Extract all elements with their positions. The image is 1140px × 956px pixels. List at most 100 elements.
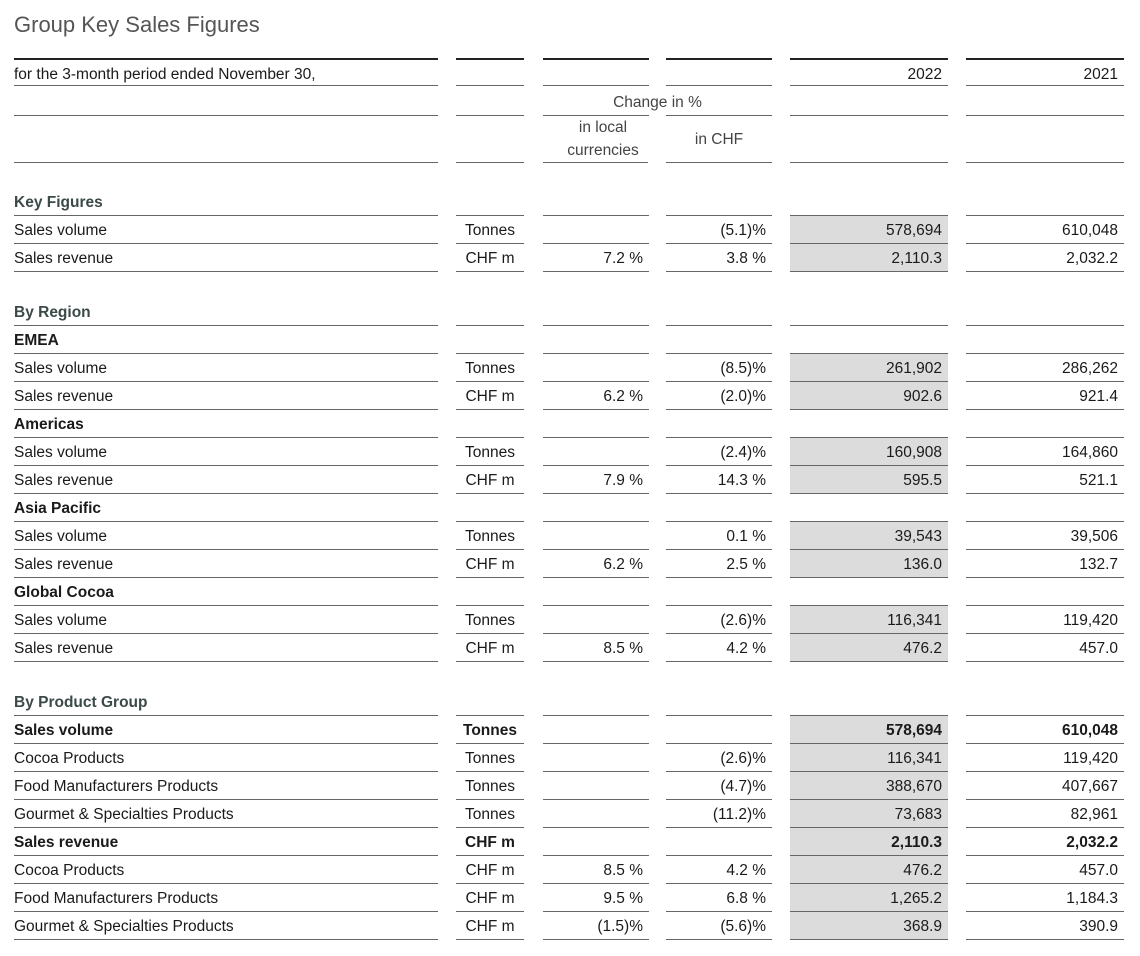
change-header: Change in % — [613, 94, 702, 111]
rule — [543, 115, 649, 116]
cell-local — [543, 438, 649, 466]
cell-chf — [666, 326, 772, 354]
rule — [666, 115, 772, 116]
header-cell — [966, 116, 1124, 163]
title: Group Key Sales Figures — [14, 12, 260, 37]
section-rule — [966, 688, 1124, 716]
cell-chf: 4.2 % — [666, 856, 772, 884]
row-label: Sales volume — [14, 354, 438, 382]
cell-chf — [666, 494, 772, 522]
section-title: By Region — [14, 298, 438, 326]
cell-unit: Tonnes — [456, 438, 524, 466]
header-cell — [14, 88, 438, 116]
cell-local — [543, 578, 649, 606]
row-label: Sales volume — [14, 716, 438, 744]
local-header: in local currencies — [558, 116, 648, 163]
cell-prior: 2,032.2 — [966, 244, 1124, 272]
cell-chf — [666, 828, 772, 856]
cell-current — [790, 494, 948, 522]
cell-local — [543, 716, 649, 744]
cell-prior: 286,262 — [966, 354, 1124, 382]
cell-local: 6.2 % — [543, 550, 649, 578]
row-label: EMEA — [14, 326, 438, 354]
cell-unit: Tonnes — [456, 522, 524, 550]
cell-unit: CHF m — [456, 550, 524, 578]
cell-chf: (5.1)% — [666, 216, 772, 244]
cell-current: 388,670 — [790, 772, 948, 800]
section-rule — [666, 188, 772, 216]
cell-chf: 14.3 % — [666, 466, 772, 494]
section-rule — [666, 298, 772, 326]
cell-prior: 1,184.3 — [966, 884, 1124, 912]
cell-local — [543, 606, 649, 634]
cell-current: 595.5 — [790, 466, 948, 494]
cell-current: 368.9 — [790, 912, 948, 940]
cell-chf: (2.0)% — [666, 382, 772, 410]
cell-unit: CHF m — [456, 634, 524, 662]
header-cell — [543, 58, 649, 86]
cell-unit: CHF m — [456, 382, 524, 410]
header-cell — [456, 58, 524, 86]
cell-local: (1.5)% — [543, 912, 649, 940]
cell-current: 39,543 — [790, 522, 948, 550]
cell-current: 578,694 — [790, 216, 948, 244]
row-label: Sales revenue — [14, 550, 438, 578]
cell-local — [543, 744, 649, 772]
section-rule — [456, 188, 524, 216]
cell-unit: Tonnes — [456, 354, 524, 382]
cell-prior: 39,506 — [966, 522, 1124, 550]
cell-chf — [666, 410, 772, 438]
row-label: Sales revenue — [14, 244, 438, 272]
section-rule — [666, 688, 772, 716]
cell-current: 2,110.3 — [790, 244, 948, 272]
cell-unit — [456, 410, 524, 438]
cell-unit: CHF m — [456, 828, 524, 856]
cell-prior: 457.0 — [966, 856, 1124, 884]
cell-chf: 4.2 % — [666, 634, 772, 662]
cell-local — [543, 772, 649, 800]
cell-prior: 119,420 — [966, 744, 1124, 772]
cell-local: 6.2 % — [543, 382, 649, 410]
row-label: Sales volume — [14, 522, 438, 550]
cell-current — [790, 578, 948, 606]
header-cell — [790, 116, 948, 163]
cell-local: 7.2 % — [543, 244, 649, 272]
row-label: Food Manufacturers Products — [14, 884, 438, 912]
header-cell — [456, 88, 524, 116]
row-label: Americas — [14, 410, 438, 438]
cell-unit: Tonnes — [456, 800, 524, 828]
cell-unit: CHF m — [456, 244, 524, 272]
header-cell — [790, 88, 948, 116]
cell-current: 116,341 — [790, 744, 948, 772]
cell-unit — [456, 326, 524, 354]
cell-current: 160,908 — [790, 438, 948, 466]
section-rule — [543, 298, 649, 326]
cell-unit: Tonnes — [456, 772, 524, 800]
cell-unit: Tonnes — [456, 216, 524, 244]
cell-unit — [456, 494, 524, 522]
header-cell — [966, 88, 1124, 116]
row-label: Global Cocoa — [14, 578, 438, 606]
cell-chf: (2.4)% — [666, 438, 772, 466]
row-label: Sales revenue — [14, 466, 438, 494]
cell-unit: CHF m — [456, 856, 524, 884]
row-label: Sales volume — [14, 438, 438, 466]
section-rule — [966, 188, 1124, 216]
cell-local — [543, 216, 649, 244]
cell-prior: 921.4 — [966, 382, 1124, 410]
row-label: Sales revenue — [14, 634, 438, 662]
section-rule — [790, 688, 948, 716]
cell-prior: 132.7 — [966, 550, 1124, 578]
year-current: 2022 — [790, 58, 948, 86]
cell-prior: 164,860 — [966, 438, 1124, 466]
cell-chf: (2.6)% — [666, 744, 772, 772]
cell-prior — [966, 326, 1124, 354]
cell-unit: Tonnes — [456, 744, 524, 772]
cell-current: 261,902 — [790, 354, 948, 382]
cell-prior: 119,420 — [966, 606, 1124, 634]
cell-chf: 0.1 % — [666, 522, 772, 550]
cell-chf: 3.8 % — [666, 244, 772, 272]
section-rule — [456, 688, 524, 716]
period-label: for the 3-month period ended November 30… — [14, 58, 438, 86]
cell-chf — [666, 578, 772, 606]
